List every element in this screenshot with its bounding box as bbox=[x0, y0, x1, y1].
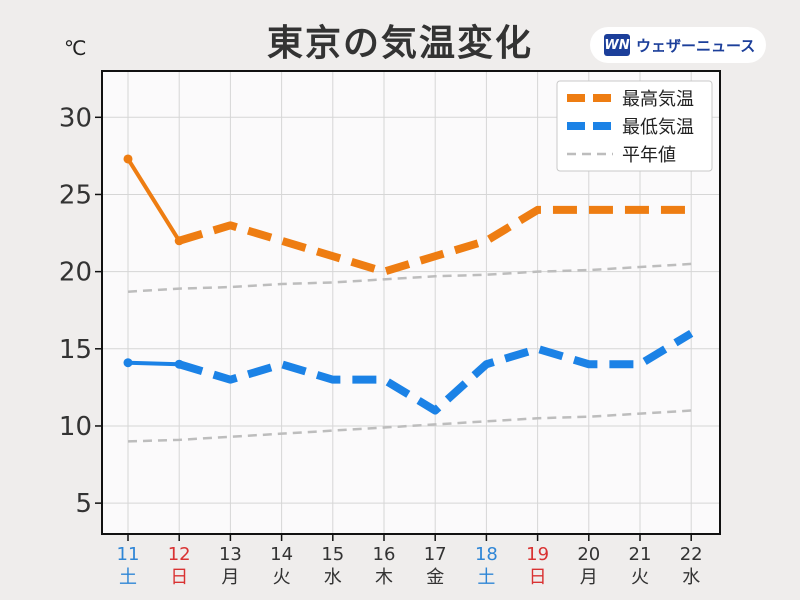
series-max-forecast bbox=[178, 205, 692, 276]
x-tick-label-day: 18 bbox=[475, 544, 498, 565]
x-tick-label-day: 21 bbox=[629, 544, 652, 565]
x-tick-label-day: 16 bbox=[373, 544, 396, 565]
series-min-point bbox=[123, 358, 133, 368]
x-tick-label-dow: 日 bbox=[170, 567, 188, 588]
x-tick-label-dow: 火 bbox=[273, 567, 291, 588]
x-tick-label-day: 22 bbox=[680, 544, 703, 565]
x-tick-label-day: 20 bbox=[577, 544, 600, 565]
x-tick-label-day: 19 bbox=[526, 544, 549, 565]
legend-label: 最低気温 bbox=[622, 117, 694, 138]
x-tick-label-dow: 木 bbox=[375, 567, 393, 588]
legend-box bbox=[556, 80, 713, 172]
x-tick-label-dow: 火 bbox=[631, 567, 649, 588]
y-tick-label: 5 bbox=[75, 489, 92, 519]
x-tick-label-dow: 土 bbox=[119, 567, 137, 588]
x-tick-label-day: 17 bbox=[424, 544, 447, 565]
x-tick-label-day: 13 bbox=[219, 544, 242, 565]
y-tick-label: 30 bbox=[59, 103, 92, 133]
series-min-point bbox=[174, 359, 184, 369]
legend-label: 平年値 bbox=[622, 145, 676, 166]
chart-title: 東京の気温変化 bbox=[266, 23, 533, 64]
series-max-point bbox=[174, 236, 184, 246]
series-normal-low bbox=[127, 409, 692, 443]
plot-frame bbox=[101, 70, 721, 535]
x-tick-label-day: 14 bbox=[270, 544, 293, 565]
y-axis-unit: ℃ bbox=[64, 36, 87, 60]
y-tick-label: 25 bbox=[59, 180, 92, 210]
x-tick-label-day: 11 bbox=[117, 544, 140, 565]
x-tick-label-dow: 日 bbox=[529, 567, 547, 588]
x-tick-label-dow: 金 bbox=[426, 567, 444, 588]
series-max-point bbox=[123, 154, 133, 164]
x-tick-label-dow: 月 bbox=[580, 567, 598, 588]
series-max-observed bbox=[126, 156, 182, 243]
series-min-forecast bbox=[178, 329, 694, 415]
series-min-observed bbox=[126, 360, 182, 367]
y-tick-label: 20 bbox=[59, 258, 92, 288]
logo-mark: WN bbox=[604, 34, 630, 56]
series-normal-high bbox=[127, 262, 692, 293]
x-tick-label-dow: 水 bbox=[324, 567, 342, 588]
x-tick-label-dow: 土 bbox=[477, 567, 495, 588]
x-tick-label-day: 15 bbox=[321, 544, 344, 565]
y-tick-label: 10 bbox=[59, 412, 92, 442]
legend-label: 最高気温 bbox=[622, 89, 694, 110]
x-tick-label-day: 12 bbox=[168, 544, 191, 565]
x-tick-label-dow: 水 bbox=[682, 567, 700, 588]
y-tick-label: 15 bbox=[59, 335, 92, 365]
logo-text: ウェザーニュース bbox=[636, 36, 756, 55]
x-tick-label-dow: 月 bbox=[221, 567, 239, 588]
weathernews-logo: WN ウェザーニュース bbox=[590, 27, 766, 63]
